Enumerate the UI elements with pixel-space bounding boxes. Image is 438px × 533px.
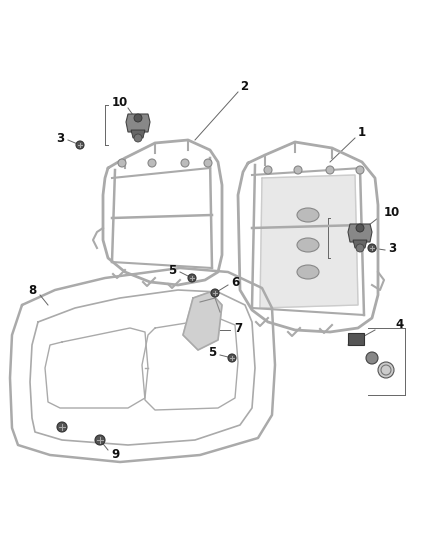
Polygon shape — [126, 114, 150, 132]
Polygon shape — [353, 240, 367, 248]
Text: 4: 4 — [396, 319, 404, 332]
Text: 3: 3 — [56, 132, 64, 144]
Circle shape — [134, 134, 142, 142]
Circle shape — [118, 159, 126, 167]
Circle shape — [356, 244, 364, 252]
Ellipse shape — [297, 238, 319, 252]
Text: 10: 10 — [384, 206, 400, 220]
Circle shape — [134, 114, 142, 122]
Text: 10: 10 — [112, 95, 128, 109]
Polygon shape — [260, 175, 358, 308]
Circle shape — [211, 289, 219, 297]
Circle shape — [204, 159, 212, 167]
Ellipse shape — [297, 265, 319, 279]
Circle shape — [264, 166, 272, 174]
Circle shape — [148, 159, 156, 167]
Text: 5: 5 — [168, 263, 176, 277]
Circle shape — [368, 244, 376, 252]
Circle shape — [181, 159, 189, 167]
Circle shape — [188, 274, 196, 282]
Polygon shape — [131, 130, 145, 138]
Ellipse shape — [297, 208, 319, 222]
Text: 2: 2 — [240, 80, 248, 93]
Polygon shape — [183, 292, 222, 350]
Circle shape — [95, 435, 105, 445]
Circle shape — [378, 362, 394, 378]
Polygon shape — [348, 224, 372, 242]
Text: 7: 7 — [234, 321, 242, 335]
Text: 1: 1 — [358, 125, 366, 139]
Text: 5: 5 — [208, 346, 216, 359]
Circle shape — [228, 354, 236, 362]
Text: 8: 8 — [28, 284, 36, 296]
Circle shape — [57, 422, 67, 432]
Text: 6: 6 — [231, 276, 239, 288]
Circle shape — [294, 166, 302, 174]
Circle shape — [76, 141, 84, 149]
Circle shape — [356, 166, 364, 174]
Circle shape — [356, 224, 364, 232]
Circle shape — [366, 352, 378, 364]
Circle shape — [326, 166, 334, 174]
Text: 9: 9 — [111, 448, 119, 462]
Bar — [348, 333, 364, 345]
Text: 3: 3 — [388, 241, 396, 254]
